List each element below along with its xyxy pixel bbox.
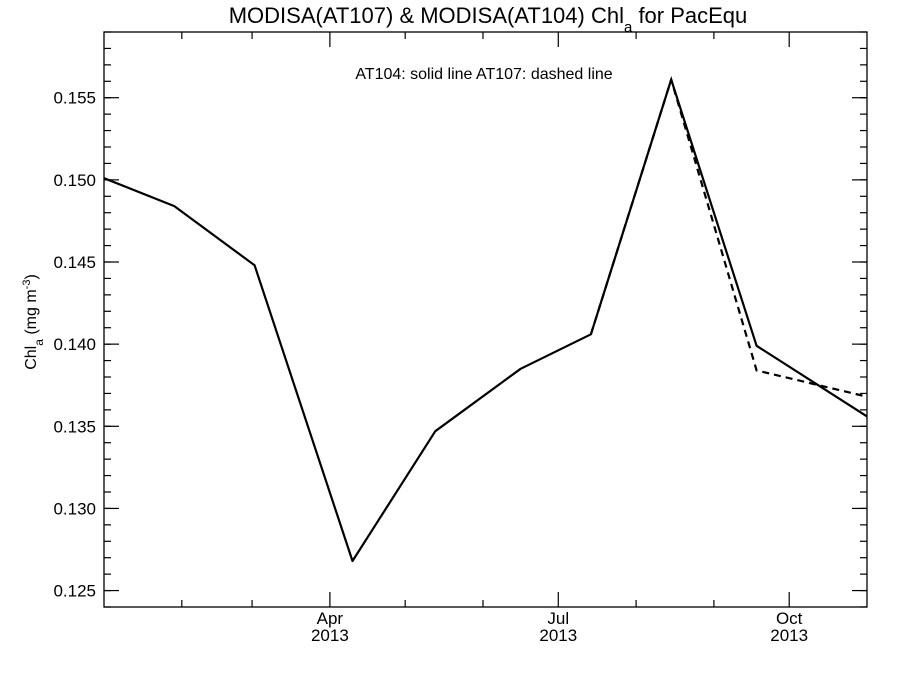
series-at107-dashed-line	[589, 75, 868, 398]
y-tick-label: 0.125	[53, 582, 96, 601]
chart-title-text: MODISA(AT107) & MODISA(AT104) Chla for P…	[229, 3, 748, 36]
y-tick-labels: 0.125 0.130 0.135 0.140 0.145 0.150 0.155	[53, 89, 96, 601]
plot-frame	[103, 31, 868, 608]
x-tick-label-year: 2013	[311, 626, 349, 645]
x-tick-label-month: Oct	[776, 609, 803, 628]
series-group	[103, 75, 868, 563]
x-tick-label-month: Apr	[317, 609, 344, 628]
y-tick-label: 0.145	[53, 253, 96, 272]
y-tick-label: 0.130	[53, 499, 96, 518]
chart-title: MODISA(AT107) & MODISA(AT104) Chla for P…	[229, 3, 748, 36]
x-tick-label-year: 2013	[770, 626, 808, 645]
y-tick-label: 0.150	[53, 171, 96, 190]
y-tick-label: 0.155	[53, 89, 96, 108]
x-tick-label-month: Jul	[547, 609, 569, 628]
axis-ticks	[104, 31, 867, 608]
y-tick-label: 0.135	[53, 417, 96, 436]
legend-annotation: AT104: solid line AT107: dashed line	[355, 66, 612, 83]
y-tick-label: 0.140	[53, 335, 96, 354]
x-tick-label-year: 2013	[539, 626, 577, 645]
series-at104-solid-line	[103, 78, 868, 563]
y-axis-label: Chla (mg m-3)	[21, 274, 46, 370]
